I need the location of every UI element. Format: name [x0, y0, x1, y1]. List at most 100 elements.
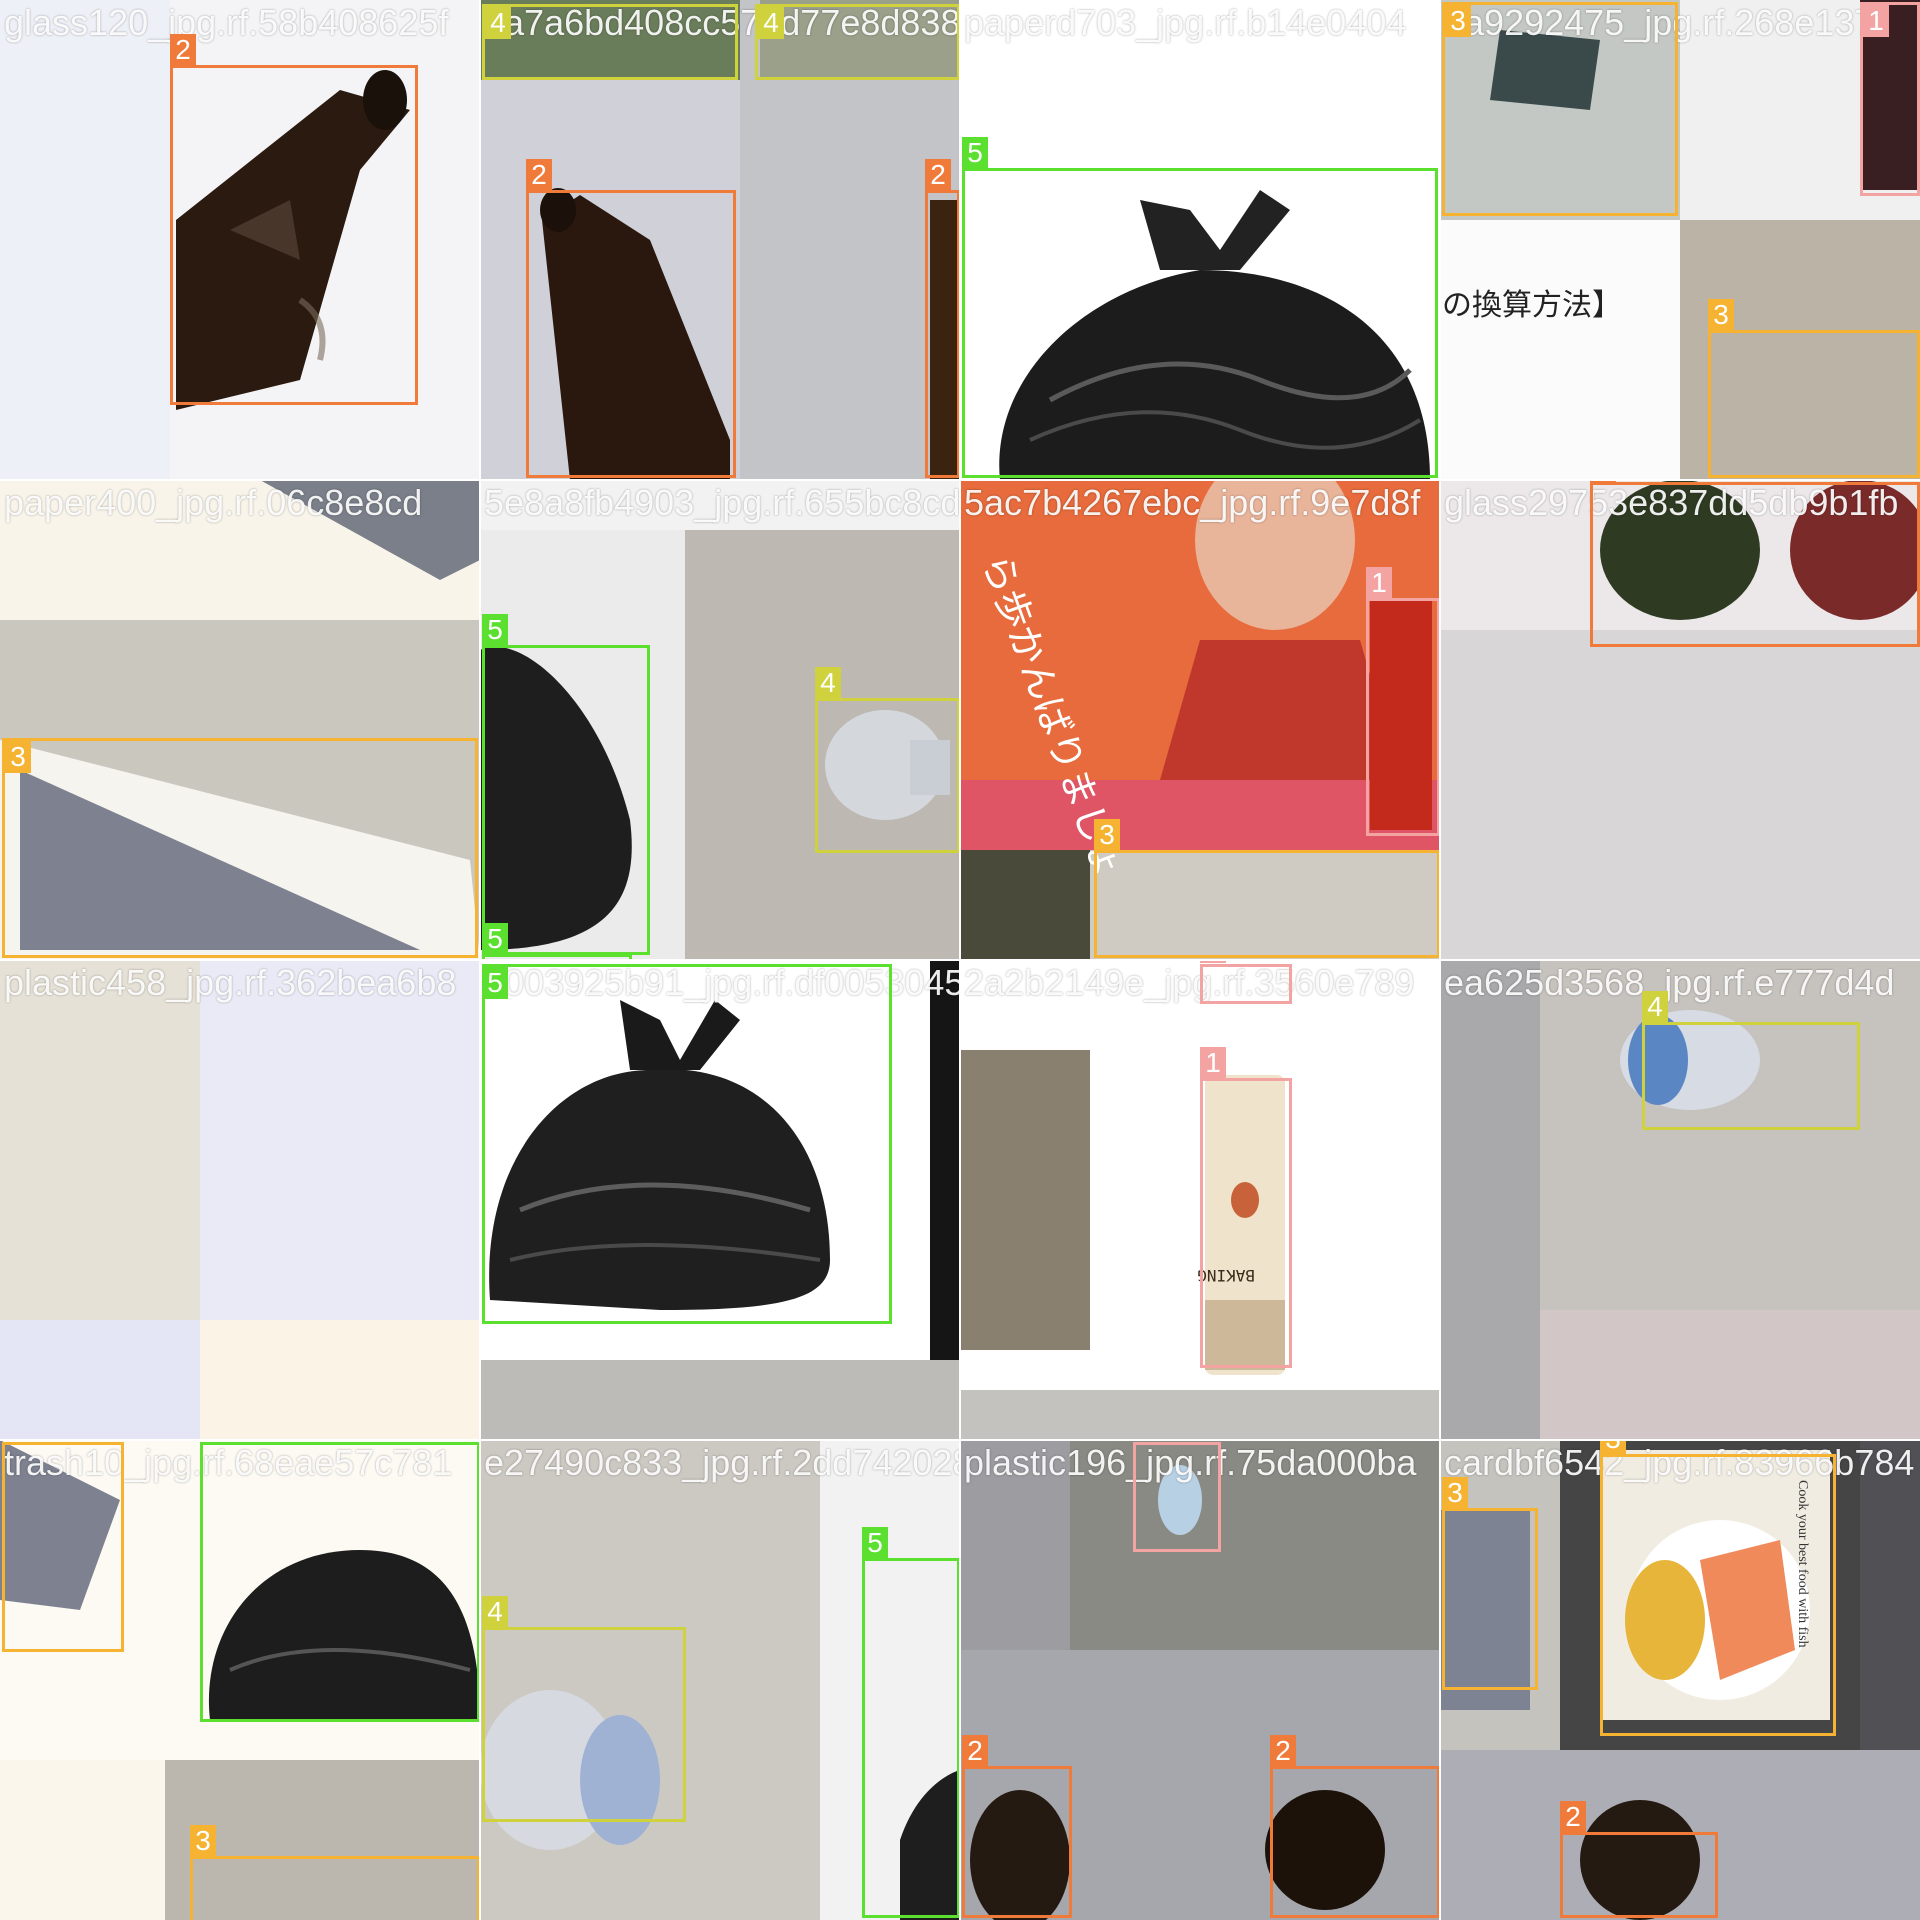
- grid-divider: [0, 479, 1920, 481]
- detection-label: 2: [526, 159, 552, 191]
- tile-photo: ら歩かんばりましょ: [960, 480, 1440, 960]
- tile-photo: [1440, 0, 1920, 480]
- mosaic-tile: 5e8a8fb4903_jpg.rf.655bc8cd 5 4 5: [480, 480, 960, 960]
- tile-photo: [0, 960, 480, 1440]
- detection-label: 1: [1200, 1047, 1226, 1079]
- detection-label: 3: [1442, 1477, 1468, 1509]
- detection-label: 5: [862, 1527, 888, 1559]
- mosaic-tile: BAKING 2a2b2149e_jpg.rf.3560e789 1 1: [960, 960, 1440, 1440]
- tile-photo: [0, 480, 480, 960]
- mosaic-tile: glass29753e837dd5db9b1fb 2: [1440, 480, 1920, 960]
- detection-label: 1: [1366, 567, 1392, 599]
- detection-label: 1: [1200, 960, 1226, 963]
- detection-label: 4: [482, 1596, 508, 1628]
- grid-divider: [0, 959, 1920, 961]
- detection-box: 3: [1600, 1440, 1836, 1736]
- tile-photo: [960, 1440, 1440, 1920]
- tile-filename: glass29753e837dd5db9b1fb: [1444, 482, 1899, 523]
- detection-box: 5: [200, 1440, 480, 1722]
- detection-label: 2: [1590, 480, 1616, 483]
- tile-photo: [0, 0, 480, 480]
- detection-box: 2: [1560, 1801, 1718, 1918]
- detection-box: 1: [1200, 1047, 1292, 1368]
- mosaic-tile: ら歩かんばりましょ 5ac7b4267ebc_jpg.rf.9e7d8f 1 3: [960, 480, 1440, 960]
- mosaic-tile: trash10_jpg.rf.68eae57c781 3 5 3: [0, 1440, 480, 1920]
- detection-label: 3: [1094, 819, 1120, 851]
- tile-filename: plastic458_jpg.rf.362bea6b8: [4, 962, 457, 1003]
- tile-photo: [1440, 960, 1920, 1440]
- tile-filename: e27490c833_jpg.rf.2dd742028: [484, 1442, 960, 1483]
- tile-photo: [480, 1440, 960, 1920]
- detection-label: 5: [482, 923, 508, 955]
- mosaic-tile: paper400_jpg.rf.06c8e8cd 3: [0, 480, 480, 960]
- tile-photo: [480, 0, 960, 480]
- tile-filename: paper400_jpg.rf.06c8e8cd: [4, 482, 423, 523]
- mosaic-tile: e27490c833_jpg.rf.2dd742028 4 5: [480, 1440, 960, 1920]
- detection-box: 5: [482, 964, 892, 1324]
- detection-box: 1: [1133, 1440, 1221, 1552]
- mosaic-tile: plastic458_jpg.rf.362bea6b8: [0, 960, 480, 1440]
- detection-box: 2: [925, 159, 960, 478]
- detection-box: 4: [1642, 991, 1860, 1130]
- tile-photo: [480, 480, 960, 960]
- mosaic-tile: 4a7a6bd408cc573d77e8d838 4 4 2 2: [480, 0, 960, 480]
- detection-label: 2: [1270, 1735, 1296, 1767]
- tile-filename: 5ac7b4267ebc_jpg.rf.9e7d8f: [964, 482, 1421, 523]
- detection-box: 3: [1442, 2, 1678, 216]
- detection-box: 2: [526, 159, 736, 478]
- detection-label: 2: [1560, 1801, 1586, 1833]
- svg-text:BAKING: BAKING: [1197, 1266, 1255, 1285]
- tile-filename: 3a9292475_jpg.rf.268e137: [1444, 2, 1875, 43]
- mosaic-tile: cardbf6542_jpg.rf.83966b784 Cook your be…: [1440, 1440, 1920, 1920]
- detection-label: 3: [190, 1825, 216, 1857]
- detection-box: 2: [962, 1735, 1072, 1918]
- tile-filename: plastic196_jpg.rf.75da000ba: [964, 1442, 1417, 1483]
- grid-divider: [0, 1439, 1920, 1441]
- detection-label: 5: [482, 614, 508, 646]
- detection-label: 5: [962, 137, 988, 169]
- tile-filename: 6003925b91_jpg.rf.df0053045: [484, 962, 960, 1003]
- tile-filename: ea625d3568_jpg.rf.e777d4d: [1444, 962, 1895, 1003]
- detection-box: 1: [1366, 567, 1440, 836]
- detection-box: 3: [2, 1440, 124, 1652]
- detection-box: 1: [1860, 2, 1920, 196]
- mosaic-tile: plastic196_jpg.rf.75da000ba 1 2 2: [960, 1440, 1440, 1920]
- mosaic-tile: 3a9292475_jpg.rf.268e137 の換算方法】 3 1 3: [1440, 0, 1920, 480]
- detection-box: 5: [482, 614, 650, 955]
- tile-filename: paperd703_jpg.rf.b14e0404: [964, 2, 1407, 43]
- tile-filename: 5e8a8fb4903_jpg.rf.655bc8cd: [484, 482, 960, 523]
- detection-box: 3: [2, 738, 478, 958]
- detection-label: 4: [485, 7, 511, 39]
- detection-box: 3: [1094, 819, 1440, 958]
- detection-box: 3: [1442, 1477, 1538, 1690]
- detection-label: 3: [1708, 299, 1734, 331]
- detection-box: 1: [1200, 960, 1292, 1004]
- mosaic-tile: glass120_jpg.rf.58b408625f 2: [0, 0, 480, 480]
- detection-box: 4: [482, 1596, 686, 1822]
- detection-label: 2: [170, 34, 196, 66]
- detection-label: 2: [925, 159, 951, 191]
- detection-label: 3: [5, 741, 31, 773]
- detection-box: 3: [190, 1825, 480, 1920]
- detection-box: 4: [482, 4, 738, 80]
- tile-photo: [480, 960, 960, 1440]
- mosaic-tile: 6003925b91_jpg.rf.df0053045 5: [480, 960, 960, 1440]
- tile-photo: [0, 1440, 480, 1920]
- detection-box: 2: [1590, 480, 1920, 647]
- detection-label: 2: [962, 1735, 988, 1767]
- detection-box: 5: [482, 923, 632, 960]
- detection-label: 4: [758, 7, 784, 39]
- tile-filename: glass120_jpg.rf.58b408625f: [4, 2, 449, 43]
- tile-filename: 4a7a6bd408cc573d77e8d838: [484, 2, 960, 43]
- tile-photo: [960, 0, 1440, 480]
- detection-label: 3: [1445, 5, 1471, 37]
- mosaic-tile: paperd703_jpg.rf.b14e0404 5: [960, 0, 1440, 480]
- detection-box: 2: [170, 34, 418, 405]
- detection-label: 4: [815, 667, 841, 699]
- detection-box: 4: [815, 667, 960, 853]
- detection-label: 4: [1642, 991, 1668, 1023]
- japanese-text: の換算方法】: [1442, 288, 1622, 323]
- tile-filename: trash10_jpg.rf.68eae57c781: [4, 1442, 453, 1483]
- detection-box: 3: [1708, 299, 1920, 478]
